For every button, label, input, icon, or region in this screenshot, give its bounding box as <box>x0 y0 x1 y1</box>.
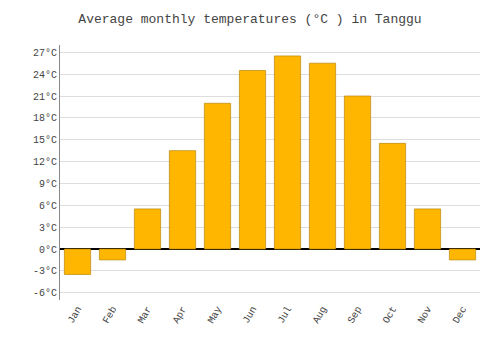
svg-text:3°C: 3°C <box>39 223 57 234</box>
svg-text:Jun: Jun <box>241 305 260 326</box>
svg-text:Sep: Sep <box>346 305 365 326</box>
svg-text:Dec: Dec <box>451 305 470 326</box>
svg-text:Apr: Apr <box>171 305 190 326</box>
svg-text:Jul: Jul <box>276 305 295 326</box>
svg-text:Jan: Jan <box>66 305 85 326</box>
svg-text:0°C: 0°C <box>39 245 57 256</box>
svg-text:24°C: 24°C <box>33 70 57 81</box>
svg-text:Aug: Aug <box>311 305 330 326</box>
svg-text:Feb: Feb <box>101 305 120 326</box>
svg-text:9°C: 9°C <box>39 179 57 190</box>
svg-text:21°C: 21°C <box>33 92 57 103</box>
svg-text:12°C: 12°C <box>33 157 57 168</box>
svg-text:6°C: 6°C <box>39 201 57 212</box>
svg-text:Oct: Oct <box>381 305 400 326</box>
svg-text:May: May <box>206 305 225 326</box>
svg-text:15°C: 15°C <box>33 135 57 146</box>
svg-text:Mar: Mar <box>136 305 155 326</box>
svg-text:18°C: 18°C <box>33 113 57 124</box>
svg-text:-3°C: -3°C <box>33 266 57 277</box>
svg-text:Average monthly temperatures (: Average monthly temperatures (°C ) in Ta… <box>78 12 421 27</box>
svg-text:27°C: 27°C <box>33 48 57 59</box>
svg-text:-6°C: -6°C <box>33 288 57 299</box>
svg-text:Nov: Nov <box>416 305 435 326</box>
